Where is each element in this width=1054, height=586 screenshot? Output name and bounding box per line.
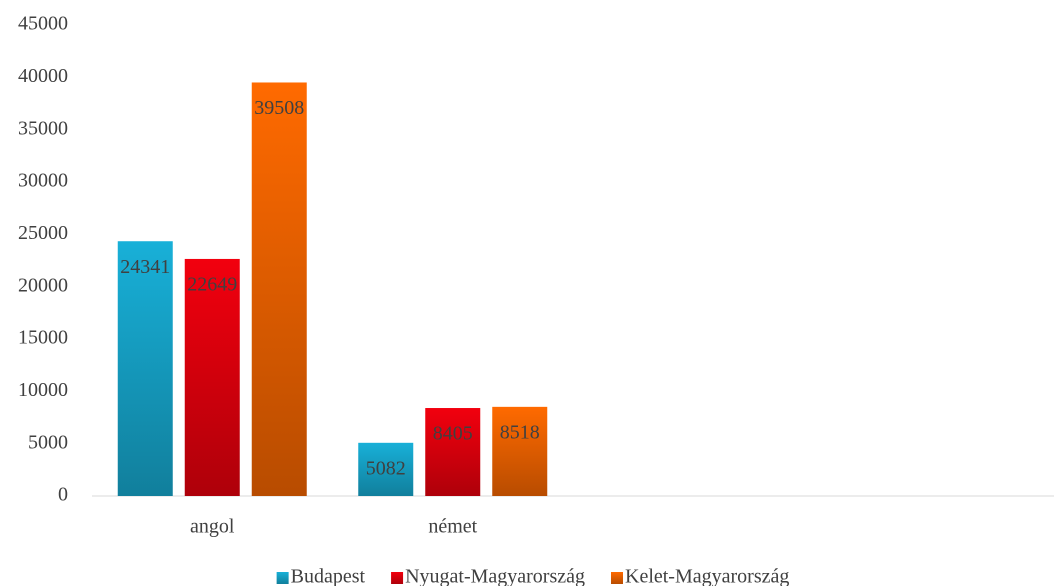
bar [492,406,548,496]
legend-label: Kelet-Magyarország [625,566,789,586]
y-tick-label: 10000 [18,379,68,401]
y-tick-label: 35000 [18,117,68,139]
data-label: 39508 [254,97,304,119]
y-tick-label: 30000 [18,170,68,192]
y-tick-label: 20000 [18,274,68,296]
data-label: 8518 [500,421,540,443]
data-label: 5082 [366,457,406,479]
x-tick-label: német [428,516,477,538]
legend-swatch [611,572,623,584]
legend-swatch [391,572,404,584]
legend-swatch [276,572,289,584]
y-tick-label: 5000 [28,431,68,453]
data-label: 8405 [433,423,473,445]
bar [184,258,240,496]
bar [425,408,481,496]
bar [117,241,173,496]
y-tick-label: 40000 [18,65,68,87]
y-tick-label: 0 [58,484,68,506]
data-label: 24341 [120,256,170,278]
bar [251,82,307,496]
y-tick-label: 15000 [18,327,68,349]
x-tick-label: angol [190,516,235,538]
legend-label: Budapest [291,566,366,586]
data-label: 22649 [187,274,237,296]
y-tick-label: 25000 [18,222,68,244]
y-tick-label: 45000 [18,13,68,35]
legend-label: Nyugat-Magyarország [405,566,585,586]
bar [358,442,414,496]
